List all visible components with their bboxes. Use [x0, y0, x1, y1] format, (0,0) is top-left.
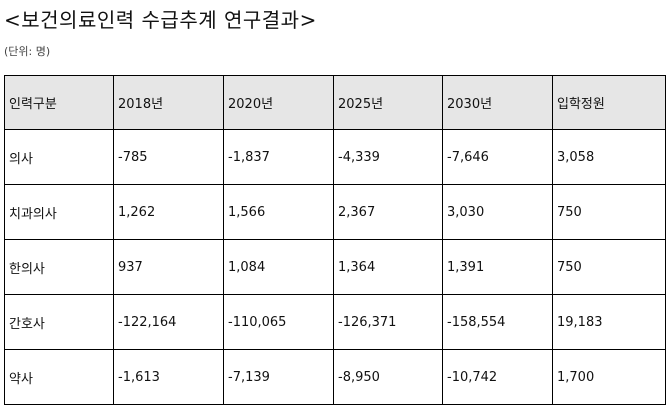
column-header: 2020년 — [223, 75, 334, 130]
table-cell: -7,139 — [223, 349, 334, 405]
table-cell: -110,065 — [223, 294, 334, 350]
table-body: 의사 -785 -1,837 -4,339 -7,646 3,058 치과의사 1,262 1,… — [4, 129, 666, 405]
table-cell: -1,613 — [113, 349, 224, 405]
table-cell: 1,262 — [113, 184, 224, 240]
table-cell: 2,367 — [333, 184, 443, 240]
table-cell: 19,183 — [552, 294, 666, 350]
table-cell: -4,339 — [333, 129, 443, 185]
row-label: 약사 — [4, 349, 114, 405]
table-row: 치과의사 1,262 1,566 2,367 3,030 750 — [4, 184, 666, 240]
row-label: 간호사 — [4, 294, 114, 350]
table-row: 간호사 -122,164 -110,065 -126,371 -158,554 19,18… — [4, 294, 666, 350]
column-header: 2030년 — [442, 75, 553, 130]
table-cell: -785 — [113, 129, 224, 185]
table-cell: 1,700 — [552, 349, 666, 405]
table-cell: 1,566 — [223, 184, 334, 240]
data-table: 인력구분 2018년 2020년 2025년 2030년 입학정원 의사 -785 -1,83… — [4, 75, 666, 405]
header-row: 인력구분 2018년 2020년 2025년 2030년 입학정원 — [4, 75, 666, 130]
unit-note: (단위: 명) — [4, 45, 51, 58]
column-header: 2018년 — [113, 75, 224, 130]
table-cell: 1,364 — [333, 239, 443, 295]
table-cell: -7,646 — [442, 129, 553, 185]
column-header: 입학정원 — [552, 75, 666, 130]
table-cell: 750 — [552, 239, 666, 295]
table-row: 의사 -785 -1,837 -4,339 -7,646 3,058 — [4, 129, 666, 185]
table-row: 약사 -1,613 -7,139 -8,950 -10,742 1,700 — [4, 349, 666, 405]
table-cell: 3,058 — [552, 129, 666, 185]
table-cell: 750 — [552, 184, 666, 240]
table-row: 한의사 937 1,084 1,364 1,391 750 — [4, 239, 666, 295]
table-cell: -1,837 — [223, 129, 334, 185]
title: <보건의료인력 수급추계 연구결과> — [4, 8, 317, 32]
table-cell: 3,030 — [442, 184, 553, 240]
row-label: 치과의사 — [4, 184, 114, 240]
table-cell: 1,084 — [223, 239, 334, 295]
column-header: 2025년 — [333, 75, 443, 130]
row-label: 한의사 — [4, 239, 114, 295]
row-label: 의사 — [4, 129, 114, 185]
table-cell: -8,950 — [333, 349, 443, 405]
table-cell: -122,164 — [113, 294, 224, 350]
table-cell: -10,742 — [442, 349, 553, 405]
table-cell: 1,391 — [442, 239, 553, 295]
column-header: 인력구분 — [4, 75, 114, 130]
table-cell: -126,371 — [333, 294, 443, 350]
table-cell: 937 — [113, 239, 224, 295]
table-cell: -158,554 — [442, 294, 553, 350]
